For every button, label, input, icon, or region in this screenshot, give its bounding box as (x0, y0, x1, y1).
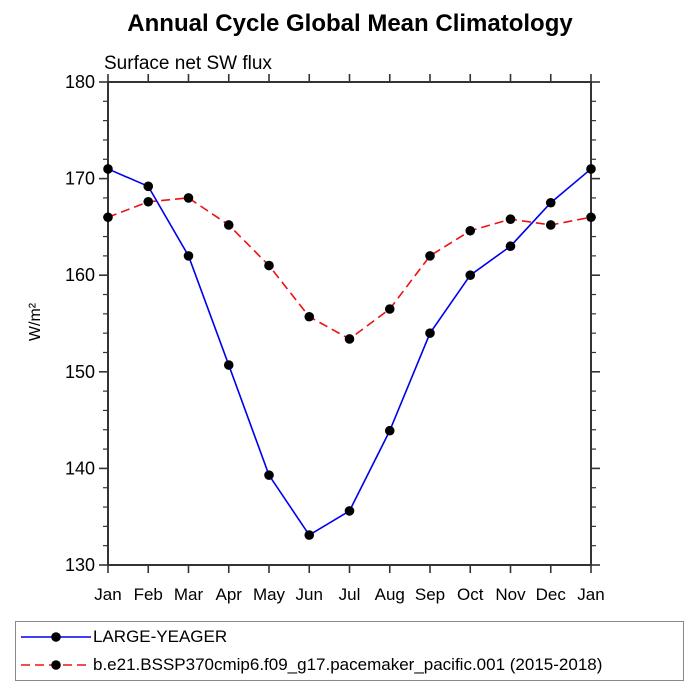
legend-line-sample-solid (21, 632, 91, 642)
data-point-marker (143, 181, 154, 192)
y-tick-label: 130 (65, 555, 95, 575)
x-tick-label: Sep (415, 585, 445, 604)
data-point-marker (304, 530, 315, 540)
data-point-marker (586, 212, 596, 223)
series-line-0 (107, 168, 592, 537)
plot-area: Jan Feb Mar Apr May Jun Jul Aug Sep Oct Nov Dec Jan 1… (65, 72, 605, 604)
legend-entry-large-yeager: LARGE-YEAGER (20, 623, 683, 651)
data-point-marker (223, 360, 234, 370)
x-tick-label: Jun (296, 585, 323, 604)
data-point-marker (545, 220, 556, 230)
legend-line-sample-dashed (21, 660, 91, 670)
data-point-marker (304, 311, 315, 322)
y-tick-label: 170 (65, 169, 95, 189)
x-tick-label: Oct (457, 585, 484, 604)
y-tick-label: 150 (65, 362, 95, 382)
x-tick-label: Dec (536, 585, 567, 604)
y-tick-label: 180 (65, 72, 95, 92)
x-tick-label: Jan (577, 585, 604, 604)
data-point-marker (183, 193, 194, 203)
data-point-marker (425, 251, 435, 261)
series-line-1 (107, 197, 592, 340)
data-point-marker (586, 164, 596, 174)
legend-marker-icon (51, 660, 61, 670)
x-tick-label: Aug (375, 585, 405, 604)
data-point-marker (465, 225, 476, 236)
x-tick-label: Jan (94, 585, 121, 604)
x-tick-label: Nov (495, 585, 526, 604)
legend-marker-icon (51, 632, 61, 642)
x-tick-label: Mar (174, 585, 204, 604)
data-point-marker (103, 212, 113, 223)
data-point-marker (465, 270, 476, 281)
data-point-marker (384, 425, 395, 436)
data-point-marker (344, 334, 355, 344)
data-point-marker (505, 214, 516, 224)
x-tick-label: Feb (134, 585, 163, 604)
y-tick-label: 140 (65, 458, 95, 478)
data-point-marker (425, 328, 435, 338)
legend-entry-pacemaker: b.e21.BSSP370cmip6.f09_g17.pacemaker_pac… (20, 651, 683, 679)
x-tick-label: Apr (216, 585, 243, 604)
data-point-marker (384, 304, 395, 314)
chart-title: Annual Cycle Global Mean Climatology (127, 10, 573, 37)
x-tick-label: May (253, 585, 286, 604)
data-point-marker (344, 506, 355, 516)
legend-label: b.e21.BSSP370cmip6.f09_g17.pacemaker_pac… (93, 655, 603, 674)
data-point-marker (223, 220, 234, 230)
data-point-marker (545, 197, 556, 208)
data-point-marker (183, 251, 194, 261)
plot-frame (107, 81, 592, 566)
legend-box: LARGE-YEAGER b.e21.BSSP370cmip6.f09_g17.… (15, 621, 684, 681)
data-point-marker (103, 164, 113, 174)
x-tick-label: Jul (339, 585, 361, 604)
chart-subtitle: Surface net SW flux (104, 53, 272, 74)
data-point-marker (264, 260, 274, 271)
data-point-marker (264, 470, 274, 480)
data-point-marker (143, 196, 154, 207)
legend-label: LARGE-YEAGER (93, 627, 228, 646)
data-point-marker (505, 241, 516, 252)
y-tick-label: 160 (65, 265, 95, 285)
